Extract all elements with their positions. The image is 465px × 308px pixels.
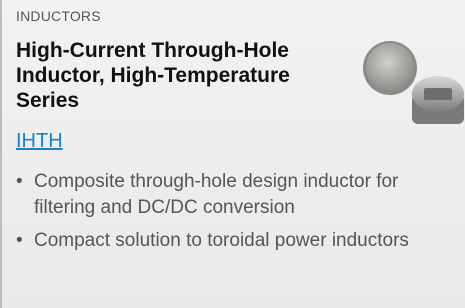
product-card: INDUCTORS High-Current Through-Hole Indu…	[0, 0, 465, 308]
inductor-icon	[424, 88, 452, 100]
product-image	[352, 36, 465, 136]
product-link[interactable]: IHTH	[16, 130, 63, 153]
feature-list: Composite through-hole design inductor f…	[16, 169, 456, 254]
feature-item: Composite through-hole design inductor f…	[16, 169, 456, 221]
feature-item: Compact solution to toroidal power induc…	[16, 228, 456, 254]
inductor-icon	[366, 43, 414, 91]
product-title: High-Current Through-Hole Inductor, High…	[16, 38, 336, 113]
page: INDUCTORS High-Current Through-Hole Indu…	[0, 0, 465, 308]
category-label: INDUCTORS	[16, 6, 465, 26]
